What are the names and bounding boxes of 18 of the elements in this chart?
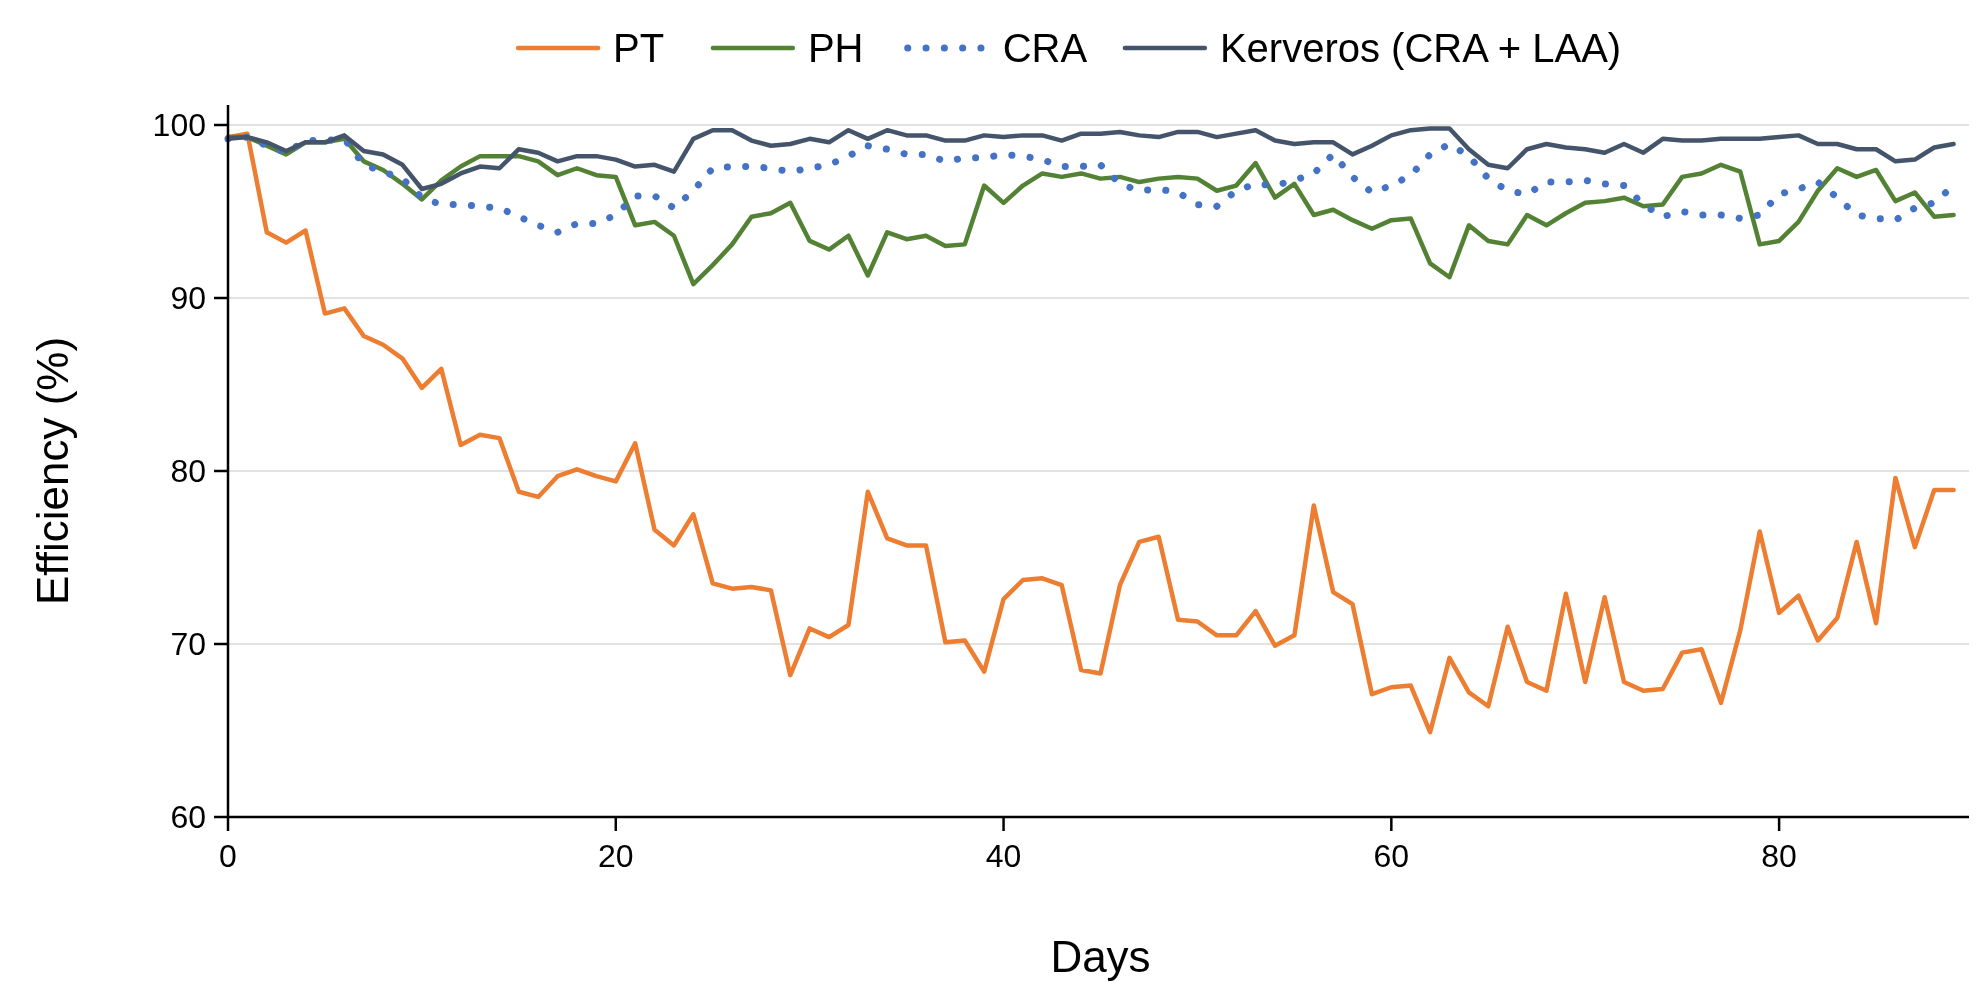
y-tick-label: 100 — [152, 107, 206, 144]
y-axis-title: Efficiency (%) — [28, 336, 77, 606]
x-tick-label: 60 — [1373, 838, 1410, 874]
legend-label: CRA — [1002, 26, 1088, 70]
x-tick-label: 40 — [985, 838, 1022, 874]
legend-label: PH — [807, 26, 864, 70]
x-axis-title: Days — [1050, 932, 1151, 981]
legend-label: PT — [613, 26, 665, 70]
legend-label: Kerveros (CRA + LAA) — [1219, 26, 1622, 70]
y-tick-label: 70 — [170, 626, 206, 663]
y-tick-label: 60 — [170, 799, 206, 836]
y-tick-label: 80 — [170, 453, 206, 490]
line-series — [225, 134, 1956, 287]
x-tick-label: 0 — [219, 838, 237, 874]
x-tick-label: 20 — [597, 838, 634, 874]
x-tick-label: 80 — [1761, 838, 1797, 874]
y-tick-label: 90 — [170, 280, 206, 317]
line-series — [225, 126, 1956, 192]
